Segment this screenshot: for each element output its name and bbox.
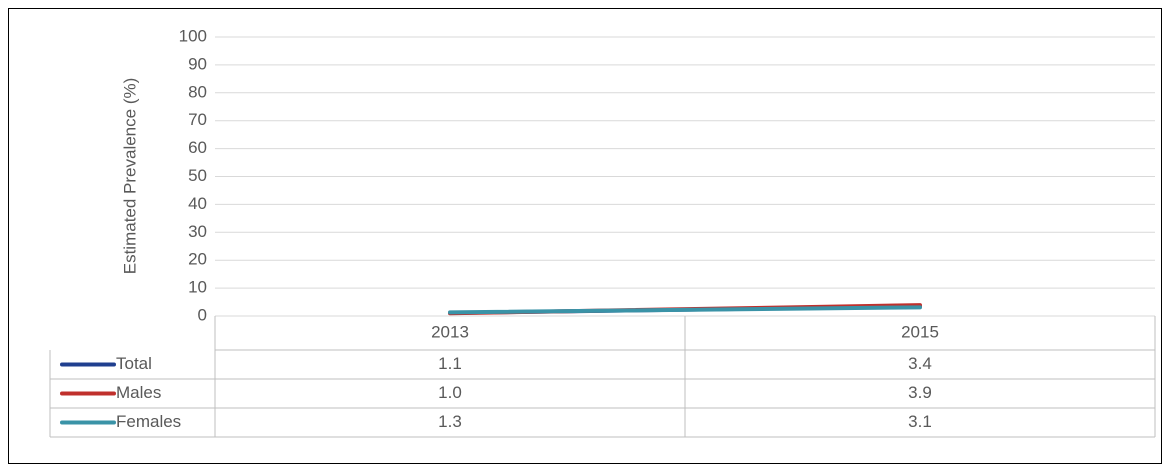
y-tick-label: 100 [179,26,207,45]
table-value: 1.1 [438,354,462,373]
legend-label: Females [116,412,181,431]
y-tick-label: 20 [188,250,207,269]
y-tick-label: 80 [188,82,207,101]
table-value: 3.1 [908,412,932,431]
y-tick-label: 70 [188,110,207,129]
legend-label: Total [116,354,152,373]
y-tick-label: 50 [188,166,207,185]
y-tick-label: 0 [198,305,207,324]
table-value: 1.3 [438,412,462,431]
table-value: 3.9 [908,383,932,402]
y-tick-label: 40 [188,194,207,213]
y-axis-label: Estimated Prevalence (%) [120,78,139,275]
y-tick-label: 10 [188,278,207,297]
y-tick-label: 60 [188,138,207,157]
y-tick-label: 30 [188,222,207,241]
y-tick-label: 90 [188,54,207,73]
chart-frame [8,8,1162,464]
legend-label: Males [116,383,161,402]
table-value: 3.4 [908,354,932,373]
x-tick-label: 2015 [901,322,939,341]
series-line [448,305,922,315]
x-tick-label: 2013 [431,322,469,341]
table-value: 1.0 [438,383,462,402]
